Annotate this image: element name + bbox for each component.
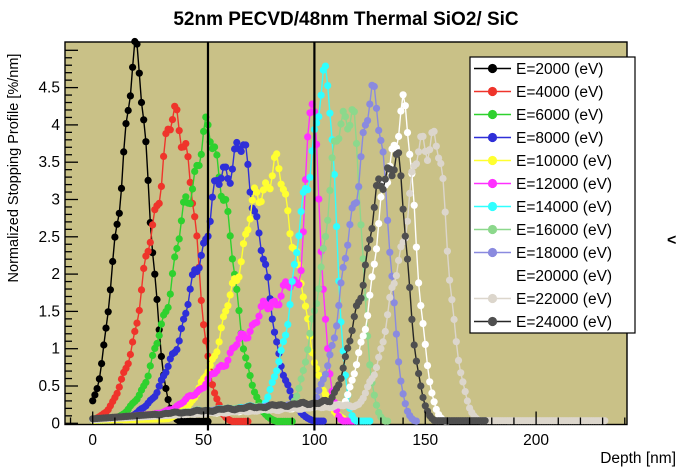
legend-label-E12000: E=12000 (eV)	[516, 176, 612, 193]
legend-box	[469, 56, 636, 334]
axis-tick-labels: 0 50 100 150 200 0 0.5 1 1.5 2 2.5 3 3.5 4 4.5	[38, 80, 549, 449]
x-axis-label: Depth [nm]	[600, 450, 676, 467]
axis-ticks	[65, 49, 626, 425]
legend-entry-E10000: E=10000 (eV)	[474, 153, 612, 170]
chart-title: 52nm PECVD/48nm Thermal SiO2/ SiC	[173, 9, 519, 30]
legend-entry-E18000: E=18000 (eV)	[474, 245, 612, 262]
legend-entry-E20000: E=20000 (eV)	[474, 268, 612, 285]
legend-entry-E14000: E=14000 (eV)	[474, 199, 612, 216]
legend-marker-E2000	[487, 63, 498, 74]
y-tick-label-2: 2	[51, 266, 60, 283]
legend-entry-E24000: E=24000 (eV)	[474, 314, 612, 331]
legend-marker-E4000	[487, 86, 498, 97]
legend-marker-E22000	[487, 293, 498, 304]
legend-entry-E12000: E=12000 (eV)	[474, 176, 612, 193]
x-tick-label-150: 150	[412, 432, 438, 449]
legend-label-E18000: E=18000 (eV)	[516, 245, 612, 262]
y-tick-label-3.5: 3.5	[38, 154, 60, 171]
y-tick-label-0.5: 0.5	[38, 378, 60, 395]
legend-marker-E8000	[487, 132, 498, 143]
legend-label-E14000: E=14000 (eV)	[516, 199, 612, 216]
legend-marker-E10000	[487, 155, 498, 166]
y-tick-label-4.5: 4.5	[38, 80, 60, 97]
legend-marker-E16000	[487, 224, 498, 235]
legend-marker-E14000	[487, 201, 498, 212]
y-tick-label-1.5: 1.5	[38, 303, 60, 320]
legend-label-E10000: E=10000 (eV)	[516, 153, 612, 170]
legend-marker-E12000	[487, 178, 498, 189]
interface-lines	[206, 42, 316, 431]
x-tick-label-0: 0	[88, 432, 97, 449]
legend-label-E22000: E=22000 (eV)	[516, 291, 612, 308]
y-tick-label-0: 0	[51, 415, 60, 432]
legend-marker-E24000	[487, 316, 498, 327]
legend-label-E20000: E=20000 (eV)	[516, 268, 612, 285]
legend-entry-E2000: E=2000 (eV)	[474, 61, 603, 78]
legend-entry-E8000: E=8000 (eV)	[474, 130, 603, 147]
y-tick-label-4: 4	[51, 117, 60, 134]
legend-label-E8000: E=8000 (eV)	[516, 130, 603, 147]
legend-marker-E20000	[487, 270, 498, 281]
legend-label-E4000: E=4000 (eV)	[516, 84, 603, 101]
legend-label-E24000: E=24000 (eV)	[516, 314, 612, 331]
y-axis-label: Normalized Stopping Profile [%/nm]	[6, 54, 22, 283]
x-tick-label-50: 50	[195, 432, 213, 449]
legend-label-E6000: E=6000 (eV)	[516, 107, 603, 124]
legend-marker-E18000	[487, 247, 498, 258]
legend-entry-E22000: E=22000 (eV)	[474, 291, 612, 308]
legend-entry-E16000: E=16000 (eV)	[474, 222, 612, 239]
stray-less-than-glyph: <	[667, 232, 676, 249]
legend-label-E16000: E=16000 (eV)	[516, 222, 612, 239]
y-tick-label-3: 3	[51, 192, 60, 209]
legend: E=2000 (eV) E=4000 (eV) E=6000 (eV) E=8000 …	[469, 56, 636, 334]
legend-label-E2000: E=2000 (eV)	[516, 61, 603, 78]
legend-marker-E6000	[487, 109, 498, 120]
legend-entry-E4000: E=4000 (eV)	[474, 84, 603, 101]
x-tick-label-100: 100	[301, 432, 327, 449]
legend-entry-E6000: E=6000 (eV)	[474, 107, 603, 124]
y-tick-label-1: 1	[51, 341, 60, 358]
x-tick-label-200: 200	[523, 432, 549, 449]
y-tick-label-2.5: 2.5	[38, 229, 60, 246]
